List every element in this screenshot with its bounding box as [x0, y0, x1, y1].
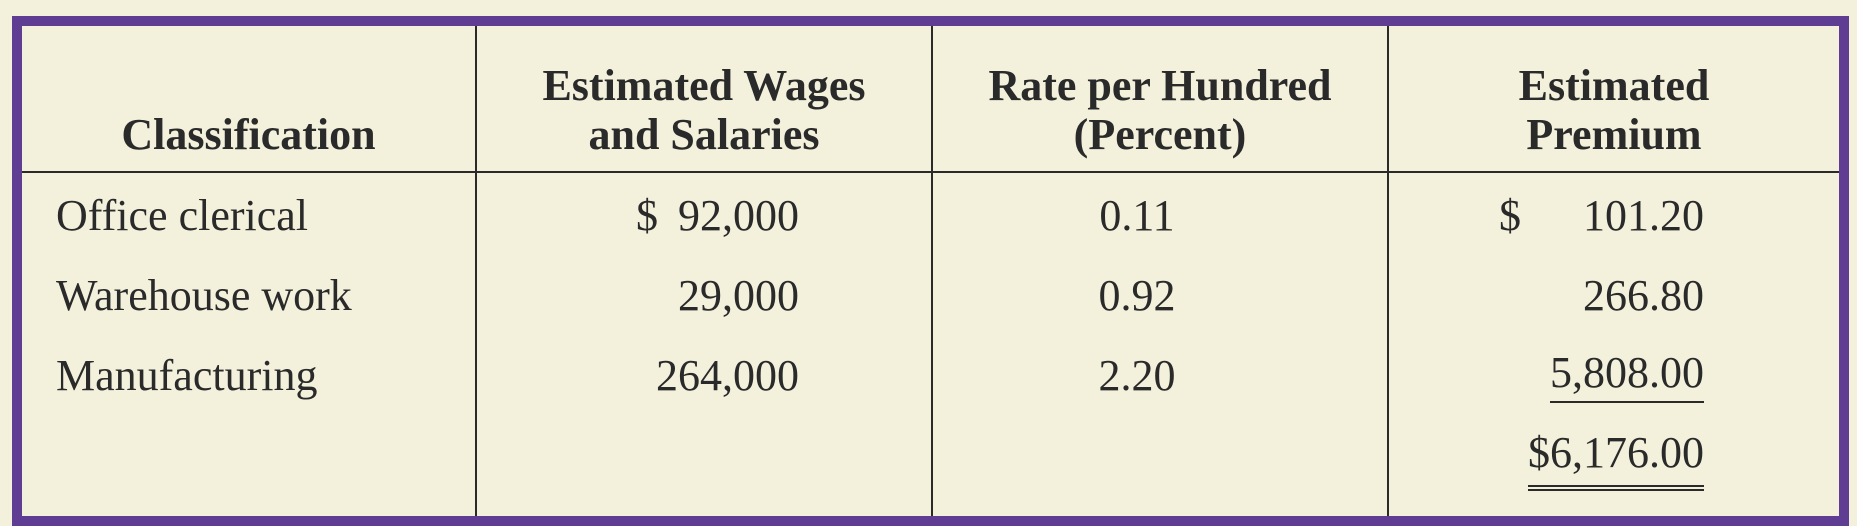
classification-text: Office clerical [56, 190, 309, 240]
header-premium-line2: Premium [1526, 109, 1702, 159]
header-classification: Classification [22, 26, 477, 173]
row-warehouse-rate: 0.92 [933, 253, 1389, 333]
row-warehouse-premium: 266.80 [1389, 253, 1839, 333]
total-row-premium: $6,176.00 [1389, 413, 1839, 516]
wages-currency: $ [636, 190, 658, 240]
wages-value: 264,000 [656, 350, 799, 400]
premium-currency: $ [1499, 190, 1521, 240]
rate-value: 2.20 [1098, 350, 1176, 400]
total-row-wages [477, 413, 933, 516]
total-row-classification [22, 413, 477, 516]
row-manufacturing-rate: 2.20 [933, 333, 1389, 413]
header-wages: Estimated Wages and Salaries [477, 26, 933, 173]
row-office-clerical-wages: $ 92,000 [477, 173, 933, 253]
header-premium-line1: Estimated [1518, 61, 1710, 111]
classification-text: Manufacturing [56, 350, 318, 400]
header-wages-line1: Estimated Wages [542, 61, 866, 111]
row-office-clerical-classification: Office clerical [22, 173, 477, 253]
row-manufacturing-premium: 5,808.00 [1389, 333, 1839, 413]
header-wages-line2: and Salaries [588, 109, 820, 159]
header-rate-line2: (Percent) [1073, 109, 1247, 159]
table-frame: Classification Estimated Wages and Salar… [12, 16, 1849, 526]
rate-value: 0.92 [1098, 270, 1176, 320]
row-warehouse-classification: Warehouse work [22, 253, 477, 333]
rate-value: 0.11 [1099, 190, 1175, 240]
header-rate-line1: Rate per Hundred [988, 61, 1332, 111]
header-premium: Estimated Premium [1389, 26, 1839, 173]
row-office-clerical-rate: 0.11 [933, 173, 1389, 253]
premium-value: 5,808.00 [1550, 348, 1704, 404]
premium-table: Classification Estimated Wages and Salar… [22, 26, 1839, 516]
total-row-rate [933, 413, 1389, 516]
classification-text: Warehouse work [56, 270, 352, 320]
wages-value: 29,000 [678, 270, 799, 320]
row-manufacturing-wages: 264,000 [477, 333, 933, 413]
premium-value: 266.80 [1583, 270, 1704, 320]
header-rate: Rate per Hundred (Percent) [933, 26, 1389, 173]
wages-value: 92,000 [678, 190, 799, 240]
header-classification-label: Classification [121, 109, 376, 159]
total-premium: $6,176.00 [1528, 427, 1704, 492]
row-manufacturing-classification: Manufacturing [22, 333, 477, 413]
row-office-clerical-premium: $ 101.20 [1389, 173, 1839, 253]
row-warehouse-wages: 29,000 [477, 253, 933, 333]
premium-value: 101.20 [1583, 190, 1704, 240]
